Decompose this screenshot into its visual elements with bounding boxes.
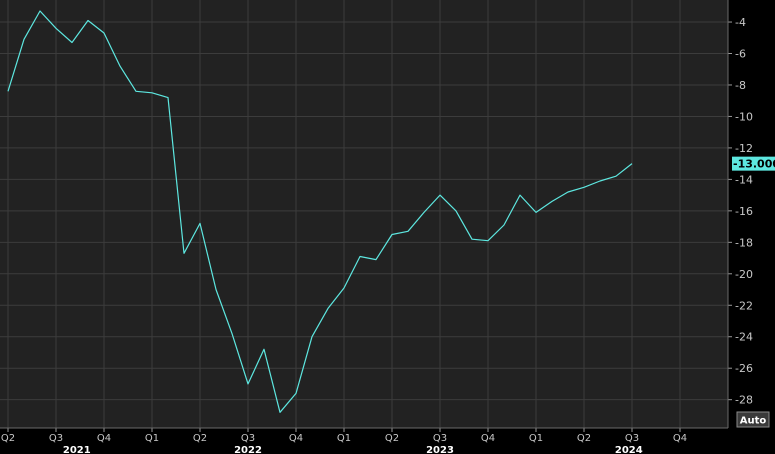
data-point — [567, 190, 570, 193]
data-point — [311, 335, 314, 338]
data-point — [471, 238, 474, 241]
data-point — [55, 27, 58, 30]
data-point — [503, 224, 506, 227]
series-group — [7, 10, 634, 414]
y-tick-label: -22 — [735, 299, 753, 312]
data-point — [167, 96, 170, 99]
x-tick-label: Q2 — [385, 433, 399, 444]
data-point — [519, 194, 522, 197]
x-tick-label: Q4 — [289, 433, 303, 444]
data-point — [23, 38, 26, 41]
series-line — [7, 10, 633, 413]
x-tick-label: Q3 — [49, 433, 63, 444]
x-tick-label: Q4 — [673, 433, 687, 444]
y-tick-label: -10 — [735, 110, 753, 123]
data-point — [439, 194, 442, 197]
y-tick-label: -4 — [735, 16, 746, 29]
y-tick-label: -28 — [735, 394, 753, 407]
data-point — [551, 200, 554, 203]
data-point — [7, 90, 10, 93]
data-point — [327, 307, 330, 310]
data-point — [247, 382, 250, 385]
data-point — [631, 162, 634, 165]
auto-scale-button[interactable]: Auto — [736, 411, 770, 428]
y-tick-label: -16 — [735, 205, 753, 218]
y-tick-label: -24 — [735, 331, 753, 344]
data-point — [583, 186, 586, 189]
data-point — [615, 175, 618, 178]
y-tick-label: -20 — [735, 268, 753, 281]
data-point — [183, 252, 186, 255]
last-value-badge-bg — [732, 156, 775, 171]
data-point — [535, 211, 538, 214]
y-tick-label: -12 — [735, 142, 753, 155]
grid-lines — [0, 0, 728, 428]
y-tick-label: -8 — [735, 79, 746, 92]
x-tick-label: Q3 — [625, 433, 639, 444]
data-point — [279, 411, 282, 414]
data-point — [343, 286, 346, 289]
data-point — [423, 211, 426, 214]
data-point — [231, 332, 234, 335]
y-tick-label: -26 — [735, 362, 753, 375]
data-point — [295, 392, 298, 395]
x-tick-label: Q3 — [433, 433, 447, 444]
data-point — [263, 348, 266, 351]
data-point — [39, 10, 42, 13]
data-point — [119, 65, 122, 68]
x-tick-label: Q3 — [241, 433, 255, 444]
x-tick-label: Q2 — [1, 433, 15, 444]
auto-scale-label[interactable]: Auto — [740, 416, 767, 427]
year-label: 2022 — [234, 445, 262, 454]
data-point — [487, 239, 490, 242]
x-tick-label: Q4 — [97, 433, 111, 444]
x-tick-label: Q2 — [193, 433, 207, 444]
year-label: 2021 — [63, 445, 91, 454]
plot-area — [0, 0, 728, 428]
y-axis: -4 -6 -8 -10 -12 -14 -16 -18 -20 -22 -24 -26 -28 — [727, 0, 753, 428]
data-point — [599, 179, 602, 182]
x-tick-label: Q2 — [577, 433, 591, 444]
x-tick-label: Q1 — [529, 433, 543, 444]
data-point — [391, 233, 394, 236]
y-tick-label: -14 — [735, 173, 753, 186]
x-axis: Q2 Q3 Q4 Q1 Q2 Q3 Q4 Q1 Q2 Q3 Q4 Q1 Q2 Q3 Q4 2021 2022 20… — [0, 427, 728, 454]
auto-scale-button-bg[interactable] — [736, 411, 770, 428]
y-tick-label: -18 — [735, 236, 753, 249]
data-point — [375, 258, 378, 261]
x-tick-label: Q4 — [481, 433, 495, 444]
last-value-badge: -13.000 — [732, 156, 775, 171]
data-point — [455, 209, 458, 212]
year-label: 2024 — [615, 445, 643, 454]
data-point — [135, 90, 138, 93]
data-point — [359, 255, 362, 258]
data-point — [199, 222, 202, 225]
data-point — [407, 230, 410, 233]
data-point — [71, 41, 74, 44]
year-label: 2023 — [426, 445, 454, 454]
data-point — [215, 288, 218, 291]
x-tick-label: Q1 — [337, 433, 351, 444]
data-point — [151, 91, 154, 94]
data-point — [87, 19, 90, 22]
last-value-label: -13.000 — [733, 158, 775, 171]
data-point — [103, 32, 106, 35]
y-tick-label: -6 — [735, 48, 746, 61]
x-tick-label: Q1 — [145, 433, 159, 444]
